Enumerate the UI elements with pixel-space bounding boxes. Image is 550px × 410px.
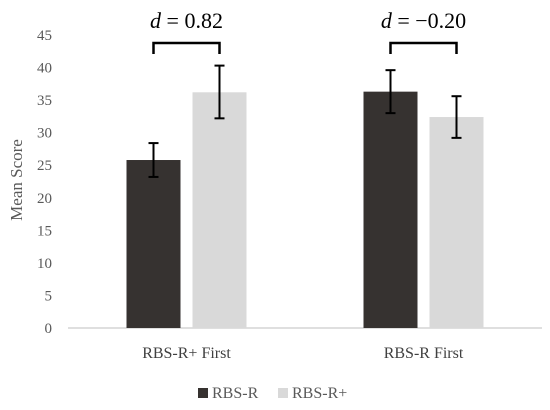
y-tick-label: 25	[37, 158, 52, 174]
error-bar	[214, 64, 225, 120]
bar	[429, 117, 484, 328]
effect-size-bracket	[389, 41, 458, 54]
y-tick-label: 35	[37, 93, 52, 109]
bar	[192, 92, 247, 328]
category-label: RBS-R+ First	[142, 345, 231, 362]
y-tick-label: 45	[37, 28, 52, 44]
y-axis-label: Mean Score	[7, 139, 26, 221]
y-tick-label: 40	[37, 61, 52, 77]
legend-swatch	[278, 388, 288, 398]
y-tick-label: 30	[37, 126, 52, 142]
error-bar	[148, 142, 159, 178]
y-tick-label: 0	[45, 321, 53, 337]
effect-size-label: d = 0.82	[150, 8, 223, 33]
legend-item: RBS-R	[198, 385, 259, 402]
y-tick-label: 15	[37, 223, 52, 239]
category-labels: RBS-R+ First RBS-R First	[142, 345, 464, 362]
effect-size-bracket	[152, 41, 221, 54]
legend-label: RBS-R	[212, 385, 259, 402]
error-bar	[385, 69, 396, 115]
bar	[126, 160, 181, 328]
annotations: d = 0.82 d = −0.20	[150, 8, 466, 54]
error-bar	[451, 95, 462, 139]
bars	[126, 91, 484, 328]
y-tick-label: 10	[37, 256, 52, 272]
bar	[363, 91, 418, 328]
legend: RBS-R RBS-R+	[198, 385, 347, 402]
error-bars	[148, 64, 462, 178]
legend-label: RBS-R+	[292, 385, 347, 402]
effect-size-label: d = −0.20	[381, 8, 466, 33]
legend-swatch	[198, 388, 208, 398]
y-axis-ticks: 0 5 10 15 20 25 30 35 40 45	[37, 28, 52, 337]
y-tick-label: 20	[37, 191, 52, 207]
legend-item: RBS-R+	[278, 385, 347, 402]
y-tick-label: 5	[45, 288, 53, 304]
category-label: RBS-R First	[384, 345, 464, 362]
